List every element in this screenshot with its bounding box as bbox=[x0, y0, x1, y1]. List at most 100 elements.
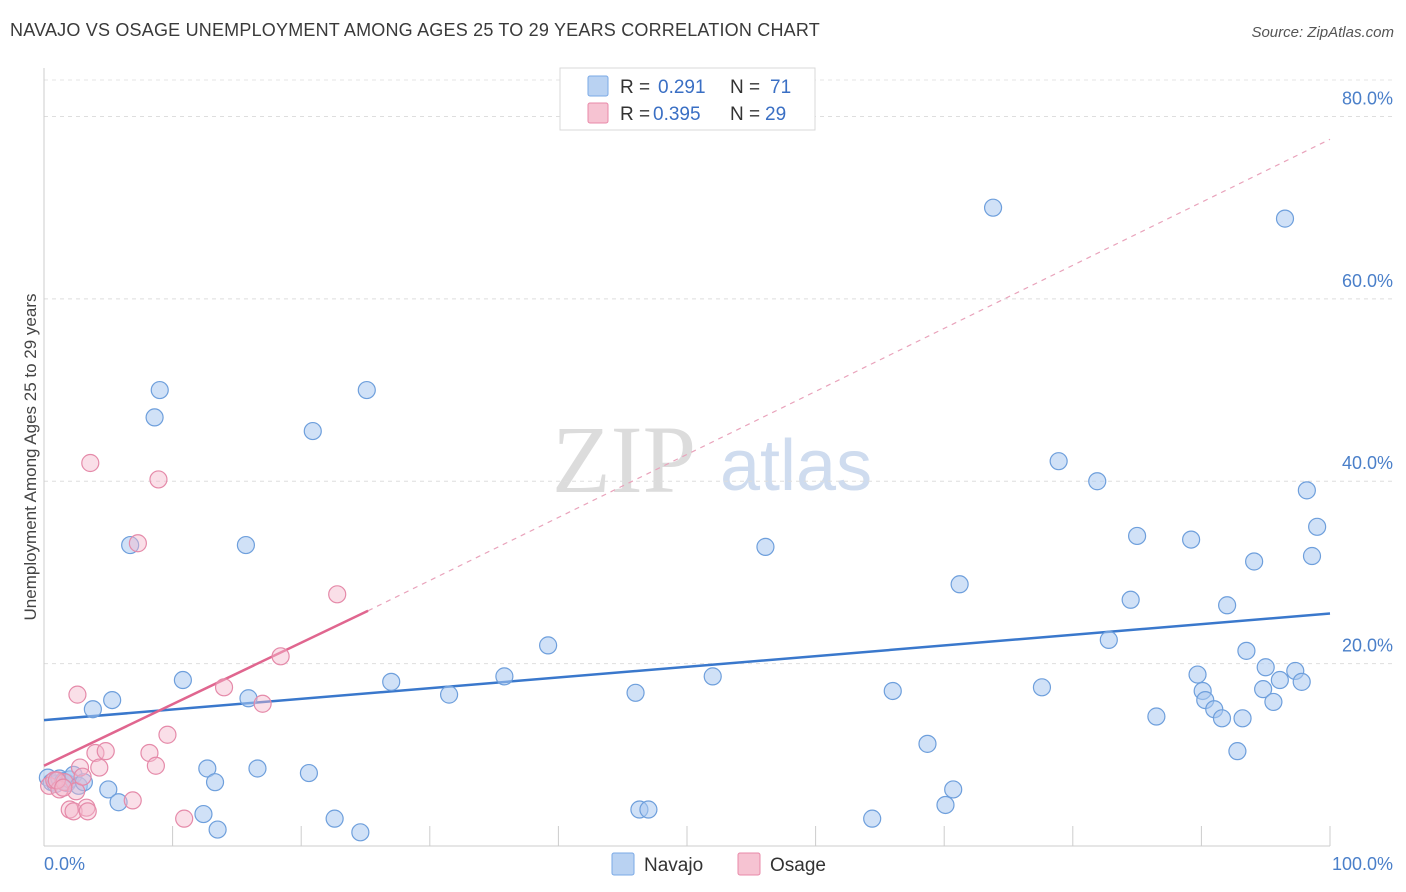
navajo-point bbox=[198, 759, 217, 778]
legend-osage-n-label: N = bbox=[730, 104, 760, 125]
y-tick-label: 80.0% bbox=[1342, 88, 1393, 108]
osage-point bbox=[54, 778, 73, 797]
osage-point bbox=[73, 767, 92, 786]
y-tick-label: 40.0% bbox=[1342, 453, 1393, 473]
navajo-point bbox=[150, 380, 169, 400]
y-axis-label: Unemployment Among Ages 25 to 29 years bbox=[21, 294, 40, 621]
navajo-point bbox=[205, 773, 225, 792]
navajo-point bbox=[944, 780, 963, 799]
osage-point bbox=[78, 802, 97, 821]
trend-lines bbox=[43, 138, 1331, 767]
bottom-legend: Navajo Osage bbox=[611, 852, 826, 876]
navajo-point bbox=[936, 795, 955, 815]
legend-osage-n-value: 29 bbox=[765, 104, 786, 125]
navajo-point bbox=[248, 759, 267, 778]
chart-title: NAVAJO VS OSAGE UNEMPLOYMENT AMONG AGES … bbox=[10, 20, 820, 40]
osage-point bbox=[96, 742, 115, 761]
osage-point bbox=[146, 756, 165, 775]
y-tick-label: 60.0% bbox=[1342, 271, 1393, 291]
navajo-point bbox=[1297, 481, 1316, 500]
navajo-point bbox=[208, 820, 227, 839]
navajo-point bbox=[950, 575, 969, 594]
navajo-point bbox=[1245, 552, 1264, 571]
osage-point bbox=[123, 791, 142, 810]
navajo-point bbox=[495, 667, 514, 686]
navajo-point bbox=[883, 681, 902, 701]
navajo-point bbox=[1270, 670, 1289, 690]
navajo-point bbox=[325, 809, 344, 828]
legend-osage-r-label: R = bbox=[620, 104, 650, 125]
navajo-point bbox=[1127, 526, 1147, 546]
bottom-legend-osage-label: Osage bbox=[770, 855, 826, 876]
navajo-point bbox=[1254, 680, 1273, 699]
osage-point bbox=[128, 534, 147, 553]
bottom-legend-osage-swatch bbox=[737, 852, 761, 876]
chart-source: Source: ZipAtlas.com bbox=[1251, 24, 1394, 41]
osage-point bbox=[158, 725, 177, 744]
navajo-point bbox=[1121, 590, 1140, 609]
navajo-point bbox=[1264, 692, 1283, 712]
axes: 0.0% 100.0% bbox=[43, 68, 1393, 874]
osage-trend-extension bbox=[367, 138, 1331, 612]
navajo-point bbox=[639, 800, 658, 819]
osage-point bbox=[47, 771, 66, 790]
navajo-point bbox=[239, 689, 258, 708]
navajo-point bbox=[1147, 707, 1166, 726]
navajo-point bbox=[351, 823, 370, 842]
osage-point bbox=[68, 685, 87, 704]
navajo-point bbox=[1292, 672, 1311, 691]
legend-osage-swatch bbox=[587, 102, 609, 124]
navajo-point bbox=[1088, 472, 1107, 491]
navajo-point bbox=[539, 636, 558, 655]
y-tick-label: 20.0% bbox=[1342, 636, 1393, 656]
watermark-zip: ZIP bbox=[552, 406, 696, 513]
osage-point bbox=[81, 453, 100, 473]
navajo-point bbox=[299, 763, 319, 783]
navajo-point bbox=[303, 421, 322, 441]
navajo-point bbox=[1308, 517, 1327, 536]
osage-point bbox=[253, 694, 272, 713]
navajo-point bbox=[918, 734, 937, 753]
navajo-point bbox=[145, 408, 164, 427]
legend-navajo-swatch bbox=[587, 75, 609, 97]
navajo-point bbox=[1233, 709, 1252, 728]
osage-point bbox=[175, 809, 194, 828]
navajo-point bbox=[357, 380, 376, 400]
bottom-legend-navajo-label: Navajo bbox=[644, 855, 703, 876]
osage-point bbox=[328, 585, 347, 604]
legend-navajo-n-value: 71 bbox=[770, 77, 791, 98]
navajo-point bbox=[1182, 530, 1201, 549]
navajo-point bbox=[1237, 641, 1256, 660]
osage-point bbox=[214, 678, 234, 697]
navajo-point bbox=[626, 683, 645, 702]
navajo-point bbox=[983, 198, 1003, 217]
navajo-point bbox=[863, 809, 882, 828]
gridlines: 20.0% 40.0% 60.0% 80.0% bbox=[44, 79, 1393, 665]
navajo-point bbox=[109, 793, 128, 812]
navajo-point bbox=[99, 780, 118, 799]
navajo-point bbox=[1099, 630, 1118, 650]
navajo-point bbox=[1228, 742, 1247, 761]
x-tick-label: 0.0% bbox=[44, 854, 85, 874]
navajo-point bbox=[703, 667, 722, 686]
navajo-point bbox=[103, 690, 122, 710]
bottom-legend-navajo-swatch bbox=[611, 852, 635, 876]
osage-point bbox=[90, 758, 109, 777]
navajo-point bbox=[756, 537, 775, 556]
legend-osage-r-value: 0.395 bbox=[653, 104, 701, 125]
navajo-point bbox=[1275, 209, 1295, 228]
navajo-point bbox=[194, 804, 213, 824]
data-points bbox=[38, 198, 1327, 842]
navajo-point bbox=[236, 535, 256, 555]
osage-point bbox=[271, 647, 290, 666]
navajo-point bbox=[1032, 678, 1052, 697]
legend-navajo-r-value: 0.291 bbox=[658, 77, 706, 98]
navajo-point bbox=[1256, 658, 1275, 677]
watermark-atlas: atlas bbox=[720, 426, 872, 506]
legend-navajo-n-label: N = bbox=[730, 77, 760, 98]
navajo-point bbox=[1302, 546, 1322, 566]
top-legend: R = 0.291 N = 71 R = 0.395 N = 29 bbox=[559, 67, 816, 131]
navajo-point bbox=[83, 700, 102, 719]
navajo-point bbox=[1218, 596, 1237, 615]
osage-trend-line bbox=[43, 609, 369, 767]
